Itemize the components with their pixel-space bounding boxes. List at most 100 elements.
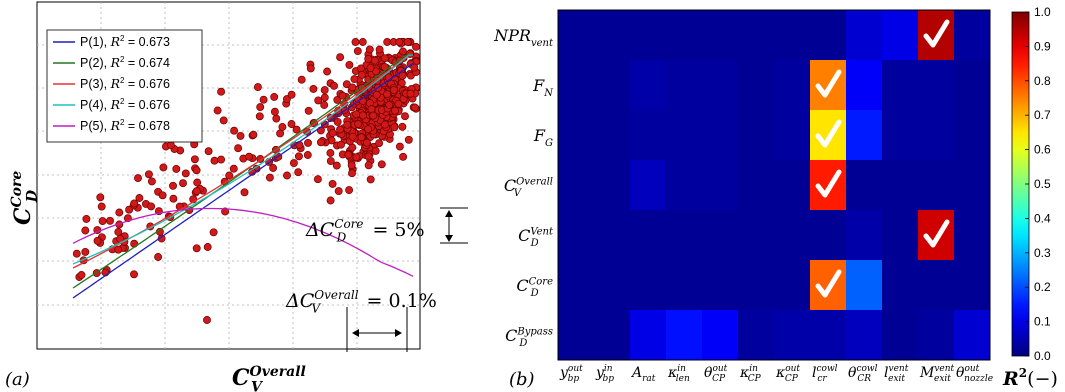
label-sub: D — [336, 231, 347, 245]
label-base: M — [919, 365, 935, 381]
column-label-10-text: Mvent exit — [919, 364, 955, 384]
scatter-point — [338, 91, 347, 100]
label-base: ΔC — [285, 290, 315, 312]
column-label-1: yin bp — [595, 364, 614, 384]
scatter-point — [364, 161, 373, 170]
scatter-point — [391, 106, 399, 115]
heatmap-cell — [738, 210, 775, 261]
scatter-point — [297, 75, 306, 84]
scatter-point — [125, 205, 134, 214]
scatter-point — [332, 161, 341, 170]
legend-r-exp: 2 — [120, 34, 125, 43]
check-mark-icon — [815, 169, 842, 198]
column-label-5: κin CP — [739, 364, 762, 384]
y-axis-label: CCoreD — [9, 171, 41, 225]
scatter-point — [304, 138, 312, 147]
scatter-point — [326, 196, 335, 205]
annotation-dcd-core: ΔCCore D = 5% — [305, 217, 425, 245]
scatter-point — [375, 45, 384, 54]
heatmap-cell — [702, 160, 739, 211]
row-label-0-text: NPRvent — [493, 26, 554, 49]
legend-r-symbol: R — [110, 34, 120, 49]
colorbar-tick-label: 0.1 — [1034, 315, 1051, 329]
scatter-point — [81, 226, 90, 235]
heatmap-cell — [846, 110, 883, 161]
scatter-point — [320, 93, 329, 102]
annotation-dcd-core-text: ΔCCore D = 5% — [305, 217, 425, 245]
scatter-point — [81, 247, 90, 256]
heatmap-cell — [558, 160, 595, 211]
heatmap-cell — [918, 160, 955, 211]
scatter-point — [166, 141, 175, 150]
legend-r-symbol: R — [110, 76, 120, 91]
scatter-point — [256, 103, 265, 112]
scatter-point — [345, 186, 354, 195]
scatter-point — [203, 316, 211, 324]
heatmap-cell — [882, 310, 919, 361]
label-sup: Overall — [314, 288, 358, 302]
scatter-point — [401, 112, 409, 121]
heatmap-cell — [882, 210, 919, 261]
label-sub: D — [25, 189, 41, 203]
scatter-point — [348, 83, 357, 92]
label-sub: bp — [568, 374, 580, 384]
label-sub: CR — [857, 374, 871, 384]
heatmap-cell — [882, 60, 919, 111]
label-sup: vent — [888, 364, 908, 374]
scatter-point — [395, 38, 404, 46]
scatter-point — [217, 155, 226, 164]
scatter-point — [106, 216, 114, 225]
legend-series-name: P(3), — [80, 77, 111, 91]
scatter-point — [236, 131, 245, 140]
scatter-point — [192, 187, 201, 196]
scatter-point — [366, 175, 375, 184]
colorbar-tick-label: 0.5 — [1034, 177, 1051, 191]
scatter-point — [72, 249, 81, 258]
scatter-point — [272, 114, 281, 123]
column-label-11: θout nozzle — [956, 364, 993, 384]
heatmap-cell — [846, 260, 883, 311]
label-sub: rat — [642, 374, 656, 384]
scatter-point — [306, 64, 315, 73]
label-sup: in — [677, 364, 686, 374]
label-sub: CP — [785, 374, 799, 384]
scatter-point — [356, 64, 365, 73]
scatter-point — [377, 160, 386, 169]
heatmap-cell — [774, 110, 811, 161]
scatter-point — [345, 60, 354, 69]
scatter-point — [370, 56, 379, 65]
scatter-point — [316, 138, 325, 147]
scatter-point — [343, 120, 352, 129]
heatmap-cell — [666, 210, 703, 261]
label-base: A — [630, 365, 642, 381]
scatter-point — [219, 116, 228, 125]
scatter-point — [337, 140, 345, 149]
label-sup: vent — [934, 364, 954, 374]
label-base: C — [518, 226, 530, 245]
scatter-point — [380, 54, 389, 63]
legend-label-4: P(4), R2 = 0.676 — [80, 97, 170, 112]
scatter-point — [381, 120, 389, 129]
label-sub: len — [676, 374, 690, 384]
column-label-3-text: κin len — [667, 364, 690, 384]
scatter-point — [328, 179, 337, 188]
heatmap-cell — [774, 60, 811, 111]
scatter-point — [190, 155, 199, 164]
scatter-point — [348, 132, 357, 141]
scatter-point — [364, 125, 373, 134]
fit-curves — [72, 54, 414, 299]
scatter-point — [289, 159, 298, 168]
colorbar-tick-label: 0.4 — [1034, 211, 1051, 225]
label-sub: G — [545, 138, 553, 149]
heatmap-cell — [666, 60, 703, 111]
fit-curve-4 — [72, 54, 414, 265]
legend-series-name: P(4), — [80, 98, 111, 112]
column-label-6: κout CP — [775, 364, 800, 384]
heatmap-cell — [702, 310, 739, 361]
scatter-point — [213, 106, 222, 115]
heatmap-cell — [738, 260, 775, 311]
row-label-1: FN — [532, 76, 554, 99]
